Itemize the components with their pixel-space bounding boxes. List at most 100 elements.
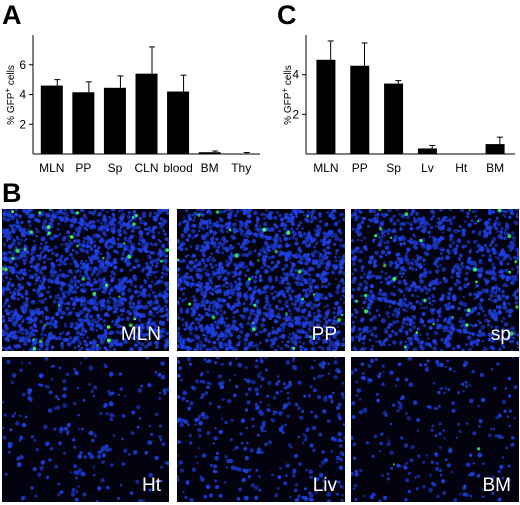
nucleus-dot (358, 410, 364, 415)
nucleus-dot (331, 270, 335, 275)
nucleus-dot (112, 297, 116, 301)
nucleus-dot (246, 321, 251, 326)
nucleus-dot (52, 364, 55, 368)
nucleus-dot (88, 210, 92, 215)
nucleus-dot (141, 213, 147, 219)
nucleus-dot (73, 278, 79, 284)
nucleus-dot (73, 282, 77, 287)
nucleus-dot (337, 431, 342, 437)
nucleus-dot (298, 220, 303, 225)
nucleus-dot (203, 235, 207, 240)
nucleus-dot (369, 218, 373, 222)
nucleus-dot (161, 251, 166, 256)
nucleus-dot (244, 274, 248, 278)
nucleus-dot (144, 248, 148, 252)
nucleus-dot (156, 252, 159, 256)
nucleus-dot (510, 442, 515, 447)
nucleus-dot (110, 240, 116, 245)
nucleus-dot (286, 286, 292, 291)
nucleus-dot (318, 314, 323, 319)
nucleus-dot (382, 370, 385, 373)
nucleus-dot (247, 219, 252, 224)
nucleus-dot (485, 225, 490, 230)
nucleus-dot (69, 321, 74, 326)
nucleus-dot (245, 409, 248, 412)
nucleus-dot (107, 390, 110, 393)
nucleus-dot (206, 385, 210, 390)
nucleus-dot (19, 414, 22, 417)
nucleus-dot (138, 239, 142, 242)
nucleus-dot (188, 362, 192, 366)
nucleus-dot (156, 304, 161, 309)
nucleus-dot (113, 300, 118, 305)
nucleus-dot (85, 244, 90, 249)
nucleus-dot (478, 230, 482, 233)
nucleus-dot (468, 292, 473, 297)
nucleus-dot (493, 386, 497, 391)
nucleus-dot (497, 497, 502, 502)
nucleus-dot (200, 218, 204, 223)
nucleus-dot (220, 229, 225, 234)
nucleus-dot (161, 314, 165, 318)
nucleus-dot (48, 321, 54, 326)
nucleus-dot (80, 471, 86, 477)
nucleus-dot (58, 336, 63, 341)
nucleus-dot (81, 336, 84, 339)
nucleus-dot (259, 227, 263, 232)
nucleus-dot (301, 495, 306, 500)
nucleus-dot (448, 251, 451, 255)
nucleus-dot (293, 488, 298, 493)
nucleus-dot (351, 272, 355, 276)
nucleus-dot (204, 334, 208, 338)
nucleus-dot (246, 235, 250, 239)
nucleus-dot (497, 413, 502, 418)
nucleus-dot (502, 284, 505, 288)
nucleus-dot (82, 289, 87, 293)
nucleus-dot (240, 283, 243, 286)
nucleus-dot (277, 345, 280, 348)
nucleus-dot (412, 233, 415, 236)
nucleus-dot (188, 433, 192, 437)
nucleus-dot (276, 307, 279, 310)
nucleus-dot (476, 243, 481, 248)
nucleus-dot (352, 487, 356, 491)
nucleus-dot (115, 339, 119, 343)
nucleus-dot (503, 322, 509, 327)
nucleus-dot (265, 209, 268, 212)
nucleus-dot (200, 477, 205, 482)
nucleus-dot (412, 347, 418, 351)
nucleus-dot (102, 319, 107, 323)
nucleus-dot (497, 347, 503, 351)
nucleus-dot (441, 236, 446, 241)
nucleus-dot (144, 227, 148, 231)
nucleus-dot (453, 498, 458, 502)
nucleus-dot (138, 417, 142, 420)
nucleus-dot (341, 381, 345, 385)
nucleus-dot (410, 444, 415, 450)
nucleus-dot (227, 347, 231, 350)
nucleus-dot (5, 276, 8, 279)
bar (167, 91, 190, 154)
nucleus-dot (214, 289, 220, 294)
nucleus-dot (440, 337, 445, 342)
nucleus-dot (21, 422, 27, 428)
nucleus-dot (471, 230, 476, 234)
nucleus-dot (212, 469, 217, 474)
nucleus-dot (253, 287, 257, 291)
nucleus-dot (29, 252, 33, 256)
nucleus-dot (285, 384, 290, 390)
nucleus-dot (134, 285, 137, 288)
nucleus-dot (195, 244, 200, 249)
nucleus-dot (182, 490, 185, 493)
nucleus-dot (208, 276, 213, 282)
nucleus-dot (188, 326, 194, 331)
nucleus-dot (116, 237, 120, 241)
nucleus-dot (468, 453, 473, 457)
nucleus-dot (316, 332, 320, 336)
nucleus-dot (85, 228, 89, 232)
nucleus-dot (37, 472, 42, 477)
nucleus-dot (330, 400, 334, 404)
nucleus-dot (33, 325, 37, 329)
nucleus-dot (245, 290, 249, 294)
nucleus-dot (476, 283, 480, 288)
